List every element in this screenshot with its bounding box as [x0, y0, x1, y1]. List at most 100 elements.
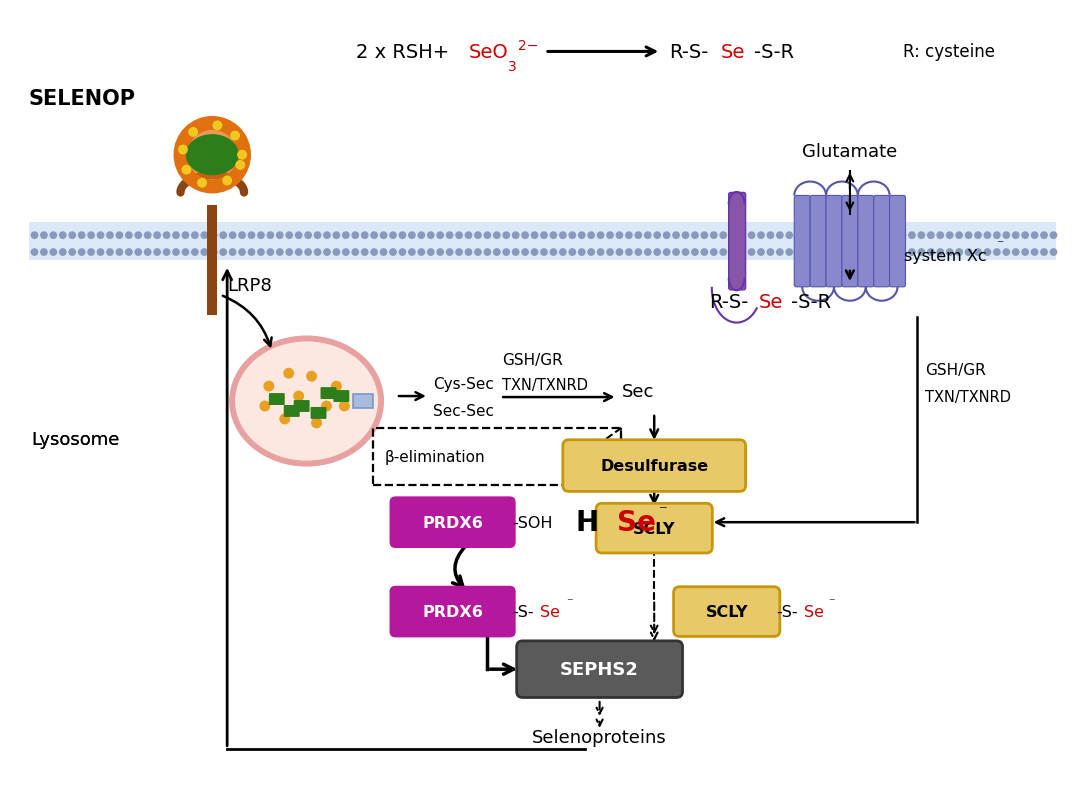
Circle shape: [532, 233, 537, 239]
Text: H: H: [576, 508, 599, 537]
Circle shape: [236, 161, 245, 170]
Circle shape: [456, 233, 463, 239]
Circle shape: [880, 233, 886, 239]
Text: 2 x RSH+: 2 x RSH+: [357, 43, 456, 62]
Circle shape: [664, 233, 670, 239]
Circle shape: [956, 250, 962, 256]
Circle shape: [59, 250, 66, 256]
Circle shape: [814, 233, 820, 239]
Circle shape: [880, 250, 886, 256]
Circle shape: [286, 233, 292, 239]
Circle shape: [710, 250, 717, 256]
Circle shape: [1022, 233, 1028, 239]
Circle shape: [730, 250, 736, 256]
FancyBboxPatch shape: [842, 196, 858, 287]
Circle shape: [786, 233, 792, 239]
Circle shape: [381, 233, 387, 239]
Circle shape: [399, 250, 405, 256]
Circle shape: [182, 165, 191, 175]
Circle shape: [311, 418, 322, 429]
Circle shape: [249, 250, 255, 256]
Text: TXN/TXNRD: TXN/TXNRD: [503, 377, 588, 393]
Text: 3: 3: [508, 60, 517, 75]
Circle shape: [1003, 250, 1010, 256]
Circle shape: [286, 250, 292, 256]
Circle shape: [475, 233, 481, 239]
Circle shape: [446, 250, 453, 256]
Circle shape: [239, 233, 245, 239]
Circle shape: [833, 250, 840, 256]
Circle shape: [267, 250, 273, 256]
Text: Se: Se: [540, 604, 560, 620]
Text: PRDX6: PRDX6: [423, 515, 483, 530]
Circle shape: [456, 250, 463, 256]
FancyBboxPatch shape: [873, 196, 890, 287]
Circle shape: [993, 233, 1000, 239]
Text: GSH/GR: GSH/GR: [503, 353, 563, 367]
Circle shape: [796, 250, 802, 256]
Circle shape: [805, 250, 812, 256]
Circle shape: [540, 250, 547, 256]
Text: 2−: 2−: [518, 40, 538, 54]
Circle shape: [606, 250, 613, 256]
Circle shape: [315, 233, 321, 239]
Text: Selenoproteins: Selenoproteins: [532, 727, 667, 746]
Text: GSH/GR: GSH/GR: [925, 363, 986, 377]
Circle shape: [343, 233, 349, 239]
Text: -S-: -S-: [776, 604, 798, 620]
Circle shape: [163, 250, 170, 256]
Circle shape: [569, 250, 575, 256]
Circle shape: [890, 250, 896, 256]
Circle shape: [279, 414, 290, 425]
Circle shape: [1051, 250, 1056, 256]
Circle shape: [333, 250, 339, 256]
Circle shape: [371, 250, 377, 256]
Circle shape: [758, 233, 764, 239]
FancyBboxPatch shape: [208, 206, 217, 315]
Circle shape: [145, 250, 151, 256]
Circle shape: [201, 233, 208, 239]
Circle shape: [494, 233, 501, 239]
Circle shape: [69, 250, 76, 256]
Text: LRP8: LRP8: [227, 277, 272, 294]
Circle shape: [409, 250, 415, 256]
Circle shape: [540, 233, 547, 239]
Circle shape: [758, 250, 764, 256]
Circle shape: [909, 233, 916, 239]
Circle shape: [305, 233, 311, 239]
Circle shape: [257, 233, 264, 239]
Circle shape: [321, 401, 332, 412]
Circle shape: [984, 250, 990, 256]
Ellipse shape: [186, 135, 238, 175]
Circle shape: [475, 250, 481, 256]
Circle shape: [512, 250, 519, 256]
Circle shape: [1013, 233, 1019, 239]
Circle shape: [975, 250, 982, 256]
Circle shape: [503, 250, 509, 256]
Circle shape: [522, 233, 529, 239]
Circle shape: [843, 250, 849, 256]
Circle shape: [257, 250, 264, 256]
Circle shape: [644, 233, 651, 239]
Circle shape: [88, 250, 94, 256]
Circle shape: [937, 233, 944, 239]
Circle shape: [871, 250, 878, 256]
Circle shape: [918, 233, 924, 239]
Circle shape: [1041, 250, 1047, 256]
Circle shape: [636, 233, 641, 239]
Circle shape: [776, 233, 783, 239]
Circle shape: [937, 250, 944, 256]
Circle shape: [390, 233, 397, 239]
Circle shape: [277, 233, 283, 239]
Circle shape: [598, 250, 604, 256]
FancyBboxPatch shape: [729, 193, 746, 290]
Circle shape: [768, 250, 774, 256]
Circle shape: [333, 233, 339, 239]
FancyBboxPatch shape: [389, 497, 516, 548]
Circle shape: [739, 233, 745, 239]
Circle shape: [947, 233, 952, 239]
FancyBboxPatch shape: [890, 196, 906, 287]
Circle shape: [107, 250, 114, 256]
Text: ⁻: ⁻: [659, 502, 668, 520]
Circle shape: [324, 233, 330, 239]
